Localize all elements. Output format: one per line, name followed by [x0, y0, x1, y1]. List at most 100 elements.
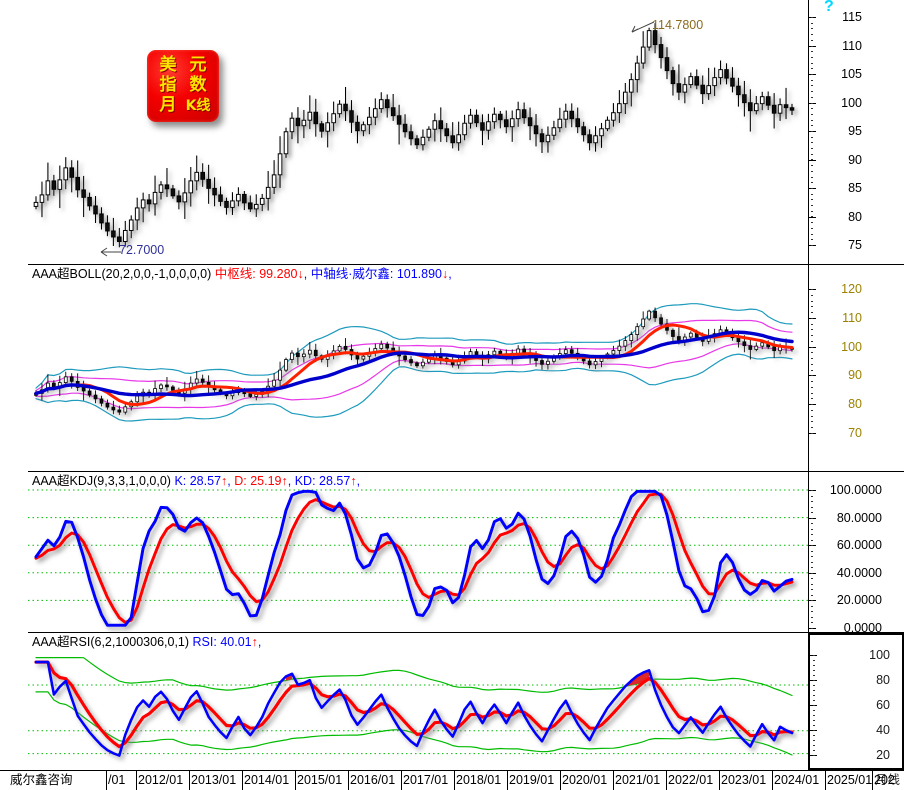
axis-minor-tick	[811, 534, 813, 535]
boll-indicator-label: AAA超BOLL(20,2,0,0,-1,0,0,0,0)	[32, 267, 212, 281]
axis-minor-tick	[811, 125, 813, 126]
axis-minor-tick	[811, 97, 813, 98]
axis-label: 90	[848, 368, 862, 383]
axis-minor-tick	[811, 567, 813, 568]
price-panel[interactable]: 114.7800 72.7000 115 110 105 100 95 90 85 80 75 …	[0, 0, 904, 264]
axis-minor-tick	[811, 398, 813, 399]
axis-minor-tick	[813, 725, 815, 726]
axis-minor-tick	[811, 80, 813, 81]
kdj-d-value: 25.19	[250, 474, 282, 488]
axis-minor-tick	[811, 142, 813, 143]
axis-minor-tick	[811, 239, 813, 240]
axis-minor-tick	[813, 685, 815, 686]
axis-minor-tick	[811, 512, 813, 513]
panel-divider-1	[28, 264, 904, 265]
logo-char-1: 美	[159, 54, 177, 75]
axis-label: 85	[848, 181, 862, 195]
axis-minor-tick	[811, 523, 813, 524]
rsi-fast-line	[34, 660, 794, 757]
axis-label: 60	[876, 698, 890, 712]
kdj-d-label: D:	[234, 474, 247, 488]
boll-sep-2: ,	[448, 267, 452, 281]
kdj-d-arrow: ↑	[281, 474, 288, 488]
rsi-envelope-lower	[35, 691, 793, 756]
boll-zhongzhou-value: 101.890	[396, 267, 442, 281]
date-tick: 2014/01	[242, 771, 289, 790]
kdj-panel[interactable]: AAA超KDJ(9,3,3,1,0,0,0) K: 28.57↑, D: 25.…	[0, 472, 904, 635]
logo-char-3: 指	[159, 74, 177, 95]
axis-minor-tick	[811, 335, 813, 336]
axis-minor-tick	[813, 670, 815, 671]
axis-label: 110	[842, 38, 862, 53]
date-tick: 2021/01	[613, 771, 660, 790]
date-tick: /01	[106, 771, 125, 790]
date-tick: 202	[872, 771, 895, 790]
kdj-plot[interactable]	[28, 488, 808, 632]
brand-label: 威尔鑫咨询	[10, 773, 73, 787]
axis-minor-tick	[811, 529, 813, 530]
axis-minor-tick	[811, 318, 813, 319]
period-label: 月线	[874, 773, 900, 787]
axis-minor-tick	[811, 312, 813, 313]
axis-minor-tick	[811, 381, 813, 382]
axis-label: 40.0000	[836, 565, 882, 580]
axis-minor-tick	[813, 690, 815, 691]
logo-char-4: 数	[189, 74, 207, 95]
axis-minor-tick	[811, 387, 813, 388]
rsi-plot[interactable]	[28, 649, 808, 770]
price-plot[interactable]	[28, 0, 808, 264]
axis-minor-tick	[811, 159, 813, 160]
date-axis[interactable]: 威尔鑫咨询 月线 /01 2012/01 2013/01 2014/01 2015/01…	[0, 770, 904, 790]
rsi-sep-1: ,	[257, 635, 262, 649]
undefined	[34, 330, 794, 398]
axis-minor-tick	[811, 103, 813, 104]
axis-minor-tick	[811, 595, 813, 596]
axis-minor-tick	[811, 584, 813, 585]
axis-label: 80	[848, 397, 862, 412]
axis-minor-tick	[811, 46, 813, 47]
kdj-kd-value: 28.57	[319, 474, 351, 488]
axis-label: 75	[848, 238, 862, 252]
axis-minor-tick	[811, 228, 813, 229]
axis-minor-tick	[811, 404, 813, 405]
boll-panel[interactable]: AAA超BOLL(20,2,0,0,-1,0,0,0,0) 中枢线: 99.28…	[0, 265, 904, 471]
axis-minor-tick	[811, 91, 813, 92]
axis-minor-tick	[811, 364, 813, 365]
date-tick: 2015/01	[295, 771, 342, 790]
axis-tick	[809, 159, 816, 161]
kdj-sep-2: ,	[287, 474, 292, 488]
axis-minor-tick	[811, 177, 813, 178]
kdj-k-line	[34, 489, 794, 627]
rsi-panel[interactable]: AAA超RSI(6,2,1000306,0,1) RSI: 40.01↑, 10…	[0, 633, 904, 770]
axis-minor-tick	[811, 40, 813, 41]
boll-zhongzhou-arrow: ↓	[442, 267, 449, 281]
axis-minor-tick	[811, 358, 813, 359]
axis-minor-tick	[811, 114, 813, 115]
axis-minor-tick	[811, 540, 813, 541]
axis-minor-tick	[813, 715, 815, 716]
rsi-label: RSI:	[192, 635, 217, 649]
axis-minor-tick	[813, 720, 815, 721]
help-icon[interactable]: ?	[824, 0, 834, 15]
axis-minor-tick	[813, 740, 815, 741]
axis-minor-tick	[813, 675, 815, 676]
rsi-slow-line	[34, 660, 794, 749]
date-tick: 2023/01	[719, 771, 766, 790]
axis-minor-tick	[811, 501, 813, 502]
axis-minor-tick	[813, 755, 815, 756]
axis-minor-tick	[813, 695, 815, 696]
axis-minor-tick	[813, 655, 815, 656]
axis-minor-tick	[813, 700, 815, 701]
axis-minor-tick	[811, 222, 813, 223]
axis-minor-tick	[811, 68, 813, 69]
panel-divider-3	[28, 632, 904, 633]
boll-plot[interactable]	[28, 281, 808, 471]
boll-sep-1: ,	[303, 267, 308, 281]
axis-minor-tick	[811, 370, 813, 371]
axis-minor-tick	[811, 545, 813, 546]
axis-label: 60.0000	[836, 538, 882, 553]
axis-minor-tick	[813, 735, 815, 736]
axis-minor-tick	[811, 507, 813, 508]
axis-minor-tick	[811, 120, 813, 121]
axis-label: 0.0000	[843, 621, 882, 635]
